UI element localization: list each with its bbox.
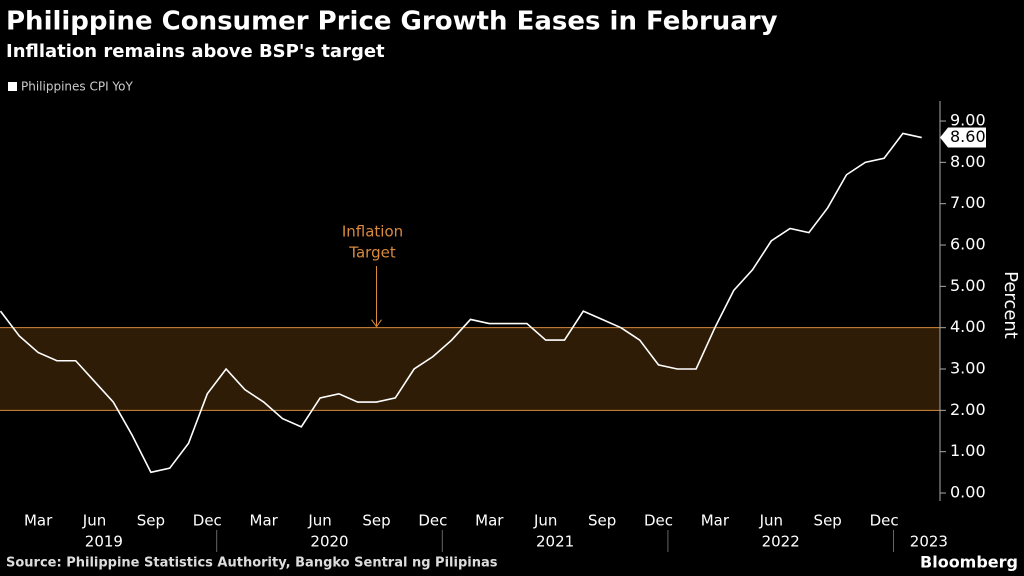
x-tick-label: Jun	[759, 512, 783, 530]
x-tick-label: Sep	[814, 512, 842, 530]
x-tick-label: Dec	[644, 512, 673, 530]
x-tick-label: Jun	[307, 512, 331, 530]
x-tick-label: Mar	[250, 512, 279, 530]
y-tick-label: 4.00	[950, 317, 986, 336]
y-tick-label: 7.00	[950, 193, 986, 212]
x-tick-label: Jun	[82, 512, 106, 530]
y-tick-label: 8.00	[950, 152, 986, 171]
y-tick-label: 9.00	[950, 111, 986, 130]
chart-title: Philippine Consumer Price Growth Eases i…	[6, 7, 778, 37]
x-tick-label: Sep	[362, 512, 390, 530]
x-tick-label: Jun	[533, 512, 557, 530]
x-tick-label: Sep	[137, 512, 165, 530]
y-tick-label: 6.00	[950, 235, 986, 254]
legend-swatch	[8, 82, 17, 91]
y-tick-label: 0.00	[950, 483, 986, 502]
y-tick-label: 1.00	[950, 441, 986, 460]
x-year-label: 2019	[85, 533, 123, 551]
legend-label: Philippines CPI YoY	[21, 80, 134, 94]
x-tick-label: Dec	[870, 512, 899, 530]
line	[0, 132, 922, 474]
y-tick-label: 2.00	[950, 400, 986, 419]
x-tick-label: Mar	[475, 512, 504, 530]
x-tick-label: Sep	[588, 512, 616, 530]
x-tick-label: Mar	[24, 512, 53, 530]
value-label-box	[940, 127, 986, 148]
x-year-label: 2022	[762, 533, 800, 551]
x-tick-label: Mar	[701, 512, 730, 530]
chart-subtitle: Infllation remains above BSP's target	[6, 41, 385, 62]
annotation: Target	[348, 244, 396, 262]
source: Source: Philippine Statistics Authority,…	[6, 556, 498, 571]
value-label: 8.60	[950, 127, 986, 146]
y-tick-label: 5.00	[950, 276, 986, 295]
target-band	[0, 327, 940, 411]
annotation-arrowhead	[371, 319, 382, 328]
x-tick-label: Dec	[418, 512, 447, 530]
x-tick-label: Dec	[193, 512, 222, 530]
annotation: Inflation	[342, 223, 403, 241]
y-axis-label: Percent	[1000, 271, 1021, 339]
y-tick-label: 3.00	[950, 359, 986, 378]
brand: Bloomberg	[920, 553, 1018, 572]
x-year-label: 2020	[310, 533, 348, 551]
x-year-label: 2021	[536, 533, 574, 551]
x-year-label: 2023	[910, 533, 948, 551]
